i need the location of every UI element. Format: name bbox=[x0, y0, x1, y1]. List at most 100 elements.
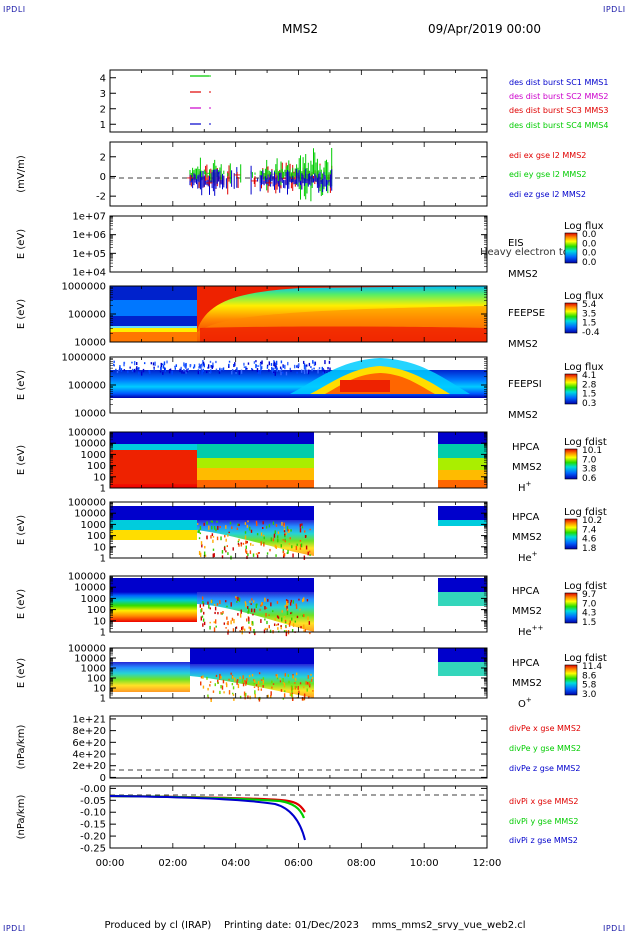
hpca-he-plus-panel bbox=[109, 501, 488, 560]
speck bbox=[271, 680, 273, 684]
speck bbox=[284, 690, 286, 693]
speck bbox=[202, 600, 204, 604]
speck bbox=[199, 604, 202, 608]
legend-entry: edi ex gse l2 MMS2 bbox=[509, 151, 586, 160]
speck bbox=[288, 529, 290, 533]
speck bbox=[221, 550, 224, 554]
speck bbox=[298, 690, 300, 695]
charge-label: + bbox=[526, 480, 532, 488]
colorbar-title: Log flux bbox=[564, 221, 604, 232]
speck bbox=[216, 536, 219, 541]
speck bbox=[274, 371, 276, 376]
y-tick-label: 1000 bbox=[81, 450, 106, 461]
spacecraft-label: MMS2 bbox=[512, 462, 542, 473]
speck bbox=[198, 537, 201, 540]
speck bbox=[210, 697, 212, 700]
legend-entry: des dist burst SC3 MMS3 bbox=[509, 106, 608, 115]
speck bbox=[296, 365, 298, 368]
speck bbox=[259, 370, 261, 375]
hpca-o-plus-panel bbox=[109, 647, 488, 703]
speck bbox=[299, 682, 302, 685]
speck bbox=[201, 615, 204, 618]
speck bbox=[303, 614, 305, 618]
speck bbox=[277, 535, 279, 539]
speck bbox=[240, 369, 243, 374]
speck bbox=[286, 609, 289, 612]
colorbar-label: 1.5 bbox=[582, 390, 596, 400]
speck bbox=[264, 597, 266, 602]
speck bbox=[219, 677, 221, 680]
speck bbox=[294, 620, 297, 623]
speck bbox=[283, 682, 286, 688]
speck bbox=[277, 616, 280, 619]
speck bbox=[301, 598, 304, 603]
speck bbox=[277, 531, 280, 534]
speck bbox=[251, 369, 254, 371]
speck bbox=[284, 364, 286, 370]
speck bbox=[279, 369, 281, 372]
speck bbox=[253, 600, 255, 603]
speck bbox=[269, 629, 272, 633]
speck bbox=[290, 612, 292, 615]
speck bbox=[260, 619, 262, 623]
speck bbox=[307, 551, 309, 556]
speck bbox=[254, 679, 256, 684]
feepsi-noise bbox=[113, 360, 331, 376]
speck bbox=[272, 369, 275, 371]
speck bbox=[280, 360, 283, 364]
time-tick-label: 00:00 bbox=[96, 858, 125, 869]
y-tick-label: -0.20 bbox=[80, 832, 106, 843]
speck bbox=[260, 367, 262, 372]
speck bbox=[264, 627, 267, 631]
speck bbox=[200, 541, 203, 545]
speck bbox=[215, 368, 218, 371]
edi-marker: + bbox=[265, 178, 273, 189]
speck bbox=[322, 371, 324, 375]
speck bbox=[283, 693, 286, 698]
speck bbox=[140, 371, 143, 376]
colorbar-label: 4.3 bbox=[582, 609, 596, 619]
speck bbox=[275, 524, 278, 527]
speck bbox=[293, 364, 296, 369]
speck bbox=[235, 371, 237, 374]
speck bbox=[157, 365, 159, 368]
speck bbox=[228, 678, 230, 681]
legend-entry: des dist burst SC4 MMS4 bbox=[509, 121, 608, 130]
speck bbox=[113, 360, 115, 363]
speck bbox=[225, 525, 227, 529]
speck bbox=[129, 366, 131, 369]
speck bbox=[300, 369, 303, 373]
speck bbox=[198, 550, 201, 556]
speck bbox=[185, 369, 187, 374]
speck bbox=[219, 690, 221, 695]
speck bbox=[206, 676, 208, 680]
speck bbox=[225, 682, 228, 685]
colorbar-title: Log fdist bbox=[564, 507, 607, 518]
speck bbox=[253, 682, 255, 685]
speck bbox=[207, 601, 209, 605]
speck bbox=[249, 627, 252, 631]
speck bbox=[303, 597, 305, 602]
axes-layer bbox=[109, 70, 488, 849]
colorbar bbox=[564, 664, 578, 696]
speck bbox=[209, 607, 212, 610]
speck bbox=[248, 621, 250, 624]
speck bbox=[271, 686, 273, 689]
speck bbox=[247, 520, 249, 523]
instrument-label: HPCA bbox=[512, 586, 540, 597]
speck bbox=[169, 368, 172, 371]
speck bbox=[318, 367, 321, 370]
speck bbox=[136, 366, 138, 370]
speck bbox=[283, 630, 286, 633]
speck bbox=[240, 609, 242, 614]
y-axis-label: E (eV) bbox=[16, 370, 27, 400]
speck bbox=[269, 548, 271, 552]
colorbar-label: 4.1 bbox=[582, 371, 596, 381]
y-tick-label: 10 bbox=[93, 684, 106, 695]
speck bbox=[148, 370, 150, 373]
y-tick-label: 1 bbox=[100, 694, 106, 705]
speck bbox=[286, 608, 289, 611]
speck bbox=[200, 681, 202, 686]
speck bbox=[239, 630, 241, 632]
speck bbox=[213, 525, 216, 530]
